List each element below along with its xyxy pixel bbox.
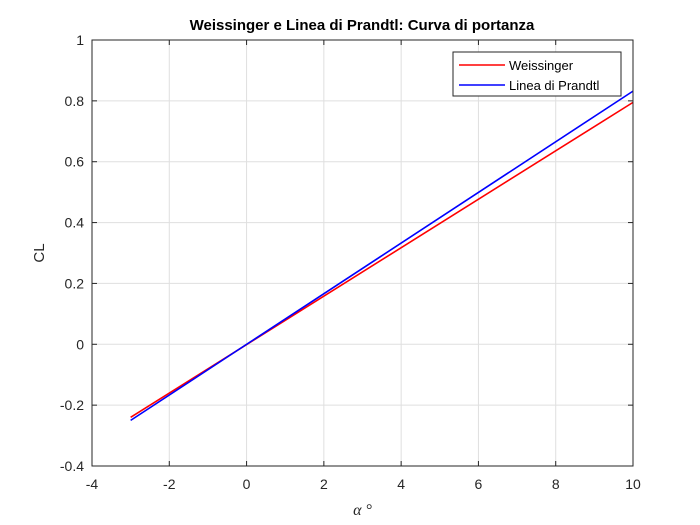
x-tick-label: 4 — [397, 476, 405, 492]
ticks — [91, 39, 634, 467]
tick-labels: -4 -2 0 2 4 6 8 10 -0.4 -0.2 0 0.2 0.4 0.6 0.8 1 — [60, 32, 641, 492]
series-group — [130, 90, 634, 422]
y-tick-label: -0.2 — [60, 397, 84, 413]
y-tick-label: 1 — [76, 32, 84, 48]
x-tick-label: 6 — [475, 476, 483, 492]
y-tick-label: 0 — [76, 336, 84, 352]
x-tick-label: 8 — [552, 476, 560, 492]
x-tick-label: 0 — [243, 476, 251, 492]
chart-title: Weissinger e Linea di Prandtl: Curva di … — [190, 17, 535, 34]
legend: Weissinger Linea di Prandtl — [452, 51, 622, 97]
x-tick-label: -4 — [86, 476, 99, 492]
y-axis-label: CL — [31, 243, 48, 262]
x-tick-label: -2 — [163, 476, 176, 492]
legend-entry-2: Linea di Prandtl — [509, 78, 599, 93]
x-tick-label: 10 — [625, 476, 641, 492]
series-line-2 — [130, 90, 634, 422]
x-axis-label: α ° — [353, 502, 372, 519]
y-tick-label: 0.8 — [65, 93, 85, 109]
y-tick-label: 0.6 — [65, 154, 85, 170]
legend-entry-1: Weissinger — [509, 58, 574, 73]
y-tick-label: 0.2 — [65, 275, 85, 291]
legend-box — [452, 51, 622, 97]
plot-area — [92, 40, 633, 466]
y-tick-label: -0.4 — [60, 458, 84, 474]
x-tick-label: 2 — [320, 476, 328, 492]
plot-frame — [91, 39, 634, 467]
y-tick-label: 0.4 — [65, 215, 85, 231]
